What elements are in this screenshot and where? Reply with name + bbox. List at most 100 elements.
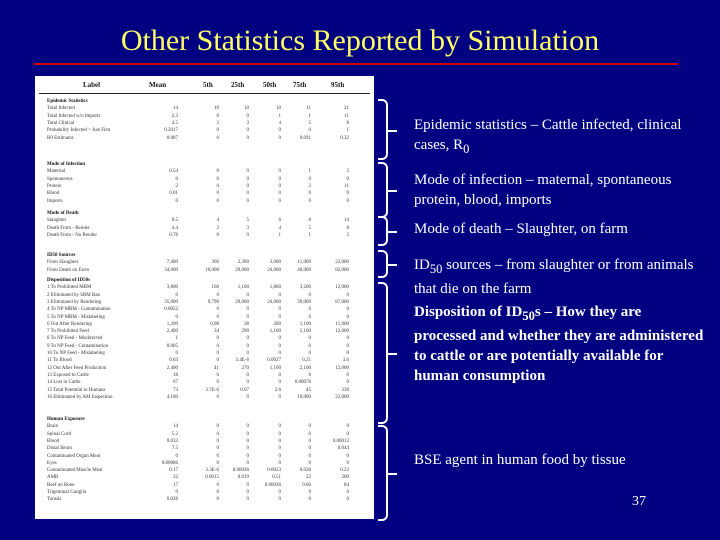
cell-value: 0.51 (272, 475, 281, 481)
cell-value: 0.0027 (267, 358, 281, 364)
cell-value: 34 (214, 329, 219, 335)
cell-value: 10 (276, 106, 281, 112)
cell-value: 0 (308, 446, 312, 452)
cell-value: 1,100 (269, 329, 281, 335)
cell-value: 0 (346, 198, 350, 204)
cell-value: 10 (214, 106, 219, 112)
cell-value: 0 (278, 394, 282, 400)
cell-value: 6 (278, 218, 282, 224)
cell-value: 0 (278, 307, 282, 313)
section-title: Mode of Infection (47, 162, 86, 167)
cell-value: 0 (216, 232, 220, 238)
cell-value: 20,000 (235, 267, 249, 273)
table-row: Total Clinical 4.5 3 3 4 5 8 (35, 120, 374, 128)
cell-value: 0 (175, 176, 179, 182)
table-row: 6 Out After Rendering 1,200 0.08 38 200 1,100… (35, 321, 374, 329)
cell-value: 2,100 (299, 365, 311, 371)
cell-value: 0 (278, 343, 282, 349)
cell-value: 0 (216, 307, 220, 313)
cell-value: 0.005 (166, 343, 178, 349)
cell-value: 0 (246, 438, 250, 444)
cell-value: 0 (278, 176, 282, 182)
cell-value: 0 (246, 198, 250, 204)
cell-value: 3 (216, 120, 220, 126)
cell-value: 0 (346, 490, 350, 495)
cell-value: 0.0052 (164, 307, 178, 313)
cell-value: 2.6 (274, 387, 281, 393)
table-row: From Slaughter 7,400 360 2,300 3,600 11,000 22… (35, 259, 374, 267)
cell-value: 0 (246, 307, 250, 313)
cell-value: 0 (346, 380, 350, 386)
row-label: 15 Total Potential to Humans (47, 387, 106, 393)
cell-value: 3,600 (269, 260, 281, 266)
section-title: Human Exposure (47, 417, 85, 422)
cell-value: 0 (246, 482, 250, 488)
cell-value: 0 (216, 198, 220, 204)
slide-title: Other Statistics Reported by Simulation (120, 24, 600, 57)
cell-value: 12,000 (335, 329, 349, 335)
row-label: 5 To NP MBM - Mislabeling (47, 314, 105, 320)
cell-value: 8 (346, 225, 350, 231)
cell-value: 0 (308, 336, 312, 342)
table-row: AMR 32 0.0015 0.019 0.51 22 200 (35, 474, 374, 482)
table-row: Death From - Render 4.4 3 3 4 5 8 (35, 225, 374, 233)
cell-value: 1 (175, 336, 179, 342)
table-row: From Death on Farm 34,000 10,000 20,000 26,0… (35, 267, 374, 275)
cell-value: 0 (246, 460, 250, 466)
cell-value: 0.01 (169, 191, 178, 197)
cell-value: 0 (278, 372, 282, 378)
table-row: 4 To NP MBM - Contamination 0.0052 0 0 0 0 0 (35, 306, 374, 314)
cell-value: 0 (278, 446, 282, 452)
cell-value: 2 (308, 183, 312, 189)
cell-value: 0 (216, 135, 220, 141)
cell-value: 11 (344, 183, 349, 189)
row-label: Beef on Bone (47, 482, 75, 488)
cell-value: 0 (346, 431, 350, 437)
annotation-mode-death: Mode of death – Slaughter, on farm (414, 221, 628, 237)
cell-value: 0 (308, 198, 312, 204)
row-label: 9 To NP Feed - Contamination (47, 343, 109, 349)
row-label: 10 To NP Feed - Mislabeling (47, 351, 105, 356)
row-label: 6 Out After Rendering (47, 321, 92, 327)
cell-value: 0 (346, 307, 350, 313)
cell-value: 2,300 (237, 260, 249, 266)
cell-value: 0.028 (299, 468, 311, 474)
cell-value: 22 (306, 475, 311, 481)
row-label: 1 To Prohibited MBM (47, 285, 92, 291)
cell-value: 0 (346, 372, 350, 378)
cell-value: 0.17 (169, 468, 178, 474)
section-header: Disposition of ID50s (35, 277, 374, 285)
annotation-disposition: Disposition of ID50s – How they are proc… (414, 304, 704, 384)
section-title: ID50 Sources (47, 253, 76, 258)
row-label: Protein (47, 183, 62, 189)
cell-value: 0.63 (169, 358, 178, 364)
row-label: Distal Ileum (47, 446, 72, 452)
cell-value: 0 (246, 336, 250, 342)
header-50th: 50th (263, 81, 277, 89)
section-title: Epidemic Statistics (47, 99, 88, 104)
cell-value: 0.78 (169, 232, 178, 238)
table-row: 5 To NP MBM - Mislabeling 0 0 0 0 0 0 (35, 314, 374, 322)
cell-value: 8 (308, 218, 312, 224)
cell-value: 0 (346, 176, 350, 182)
cell-value: 8 (346, 120, 350, 126)
row-label: Slaughter (47, 218, 67, 224)
cell-value: 0 (278, 314, 282, 320)
cell-value: 0 (278, 438, 282, 444)
table-row: Spinal Cord 5.2 0 0 0 0 0 (35, 431, 374, 439)
brace-human-exposure (378, 425, 397, 521)
cell-value: 0 (308, 490, 312, 495)
cell-value: 0 (246, 135, 250, 141)
cell-value: 0 (346, 292, 350, 298)
cell-value: 0 (308, 438, 312, 444)
cell-value: 3 (246, 120, 250, 126)
cell-value: 32 (173, 475, 178, 481)
cell-value: 360 (211, 260, 220, 266)
row-label: Maternal (47, 169, 66, 175)
cell-value: 0.21 (302, 358, 311, 364)
cell-value: 1,800 (269, 285, 281, 291)
cell-value: 0.044 (337, 446, 349, 452)
cell-value: 1,100 (269, 365, 281, 371)
table-row: Contaminated Organ Meat 0 0 0 0 0 0 (35, 453, 374, 461)
cell-value: 5 (246, 218, 250, 224)
